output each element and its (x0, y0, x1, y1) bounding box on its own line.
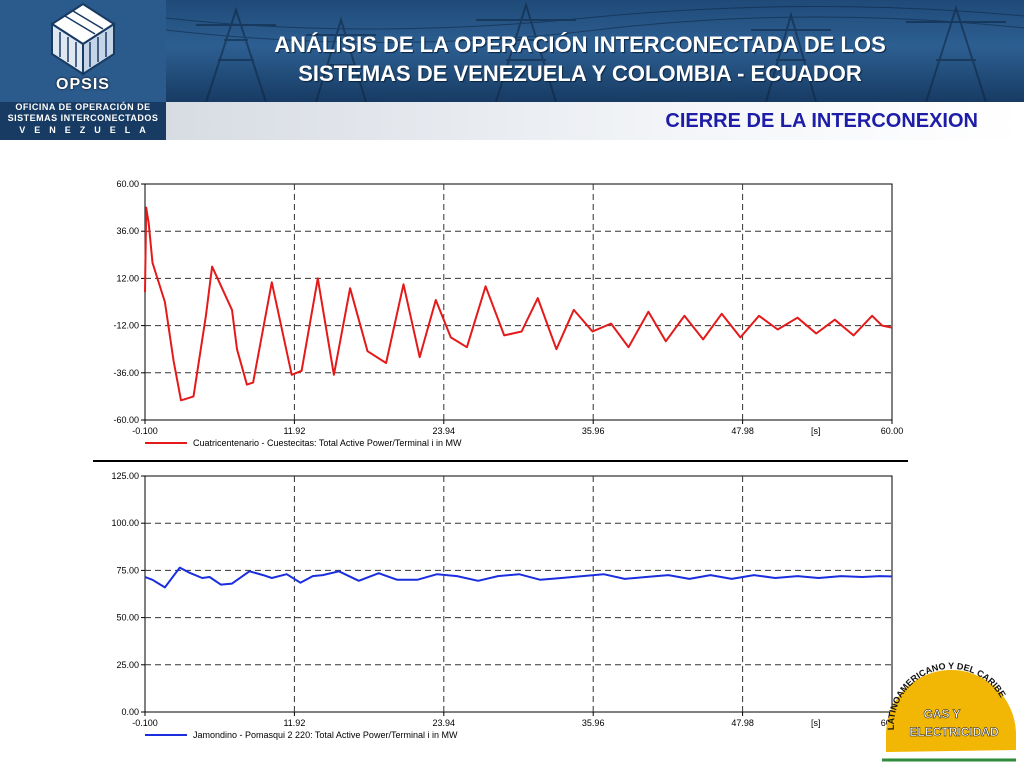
chart-1-x-tick-label: 47.98 (731, 426, 754, 436)
logo-line-2: SISTEMAS INTERCONECTADOS (7, 113, 159, 123)
header-strip (166, 102, 1024, 140)
chart-2-plot-area (144, 475, 893, 713)
chart-1-y-tick-label: -12.00 (113, 321, 139, 331)
opsis-logo: OPSIS OFICINA DE OPERACIÓN DE SISTEMAS I… (0, 0, 166, 140)
chart-2-y-tick-label: 100.00 (111, 518, 139, 528)
chart-2-x-tick-label: 47.98 (731, 718, 754, 728)
chart-2-y-tick-label: 50.00 (116, 613, 139, 623)
logo-line-3: VENEZUELA (19, 125, 155, 135)
title-line-1: ANÁLISIS DE LA OPERACIÓN INTERCONECTADA … (274, 32, 886, 57)
title-line-2: SISTEMAS DE VENEZUELA Y COLOMBIA - ECUAD… (298, 61, 862, 86)
chart-1-y-tick-label: -36.00 (113, 368, 139, 378)
chart-1-x-tick-label: 35.96 (582, 426, 605, 436)
logo-subtitle: OFICINA DE OPERACIÓN DE SISTEMAS INTERCO… (0, 102, 166, 140)
chart-2-y-tick-label: 125.00 (111, 471, 139, 481)
power-tower-background (166, 1, 1024, 102)
page-title: ANÁLISIS DE LA OPERACIÓN INTERCONECTADA … (172, 30, 988, 88)
gas-electricidad-badge: LATINOAMERICANO Y DEL CARIBE GAS Y ELECT… (882, 661, 1016, 762)
chart-1-legend-label: Cuatricentenario - Cuestecitas: Total Ac… (193, 438, 462, 448)
chart-2-x-tick-label: 23.94 (433, 718, 456, 728)
chart-1-x-tick-label: 23.94 (433, 426, 456, 436)
chart-2-y-tick-label: 0.00 (121, 707, 139, 717)
chart-1-plot-area (144, 183, 893, 421)
badge-line-2: ELECTRICIDAD (909, 725, 999, 739)
chart-2-y-tick-label: 75.00 (116, 565, 139, 575)
logo-line-1: OFICINA DE OPERACIÓN DE (15, 102, 151, 112)
chart-2-legend-label: Jamondino - Pomasqui 2 220: Total Active… (193, 730, 458, 740)
chart-1-x-unit-label: [s] (811, 426, 821, 436)
chart-2-x-tick-label: 35.96 (582, 718, 605, 728)
chart-1-x-tick-label: 60.00 (881, 426, 904, 436)
logo-wordmark: OPSIS (56, 76, 110, 93)
page-subtitle: CIERRE DE LA INTERCONEXION (665, 110, 978, 132)
chart-2-x-unit-label: [s] (811, 718, 821, 728)
badge-line-1: GAS Y (923, 707, 960, 721)
chart-separator (93, 460, 908, 462)
chart-1-y-tick-label: -60.00 (113, 415, 139, 425)
chart-2-x-tick-label: -0.100 (132, 718, 158, 728)
chart-1-y-tick-label: 36.00 (116, 226, 139, 236)
chart-2-y-tick-label: 25.00 (116, 660, 139, 670)
header-banner (166, 0, 1024, 102)
badge-shape (885, 669, 1016, 752)
chart-1-y-tick-label: 12.00 (116, 273, 139, 283)
chart-1-y-tick-label: 60.00 (116, 179, 139, 189)
chart-1-series-line (144, 206, 893, 402)
opsis-emblem-icon (50, 2, 116, 76)
chart-2-x-tick-label: 11.92 (283, 718, 305, 728)
chart-2-series-line (144, 566, 893, 589)
chart-1-x-tick-label: -0.100 (132, 426, 158, 436)
chart-1-x-tick-label: 11.92 (283, 426, 305, 436)
header: OPSIS OFICINA DE OPERACIÓN DE SISTEMAS I… (0, 0, 1024, 140)
